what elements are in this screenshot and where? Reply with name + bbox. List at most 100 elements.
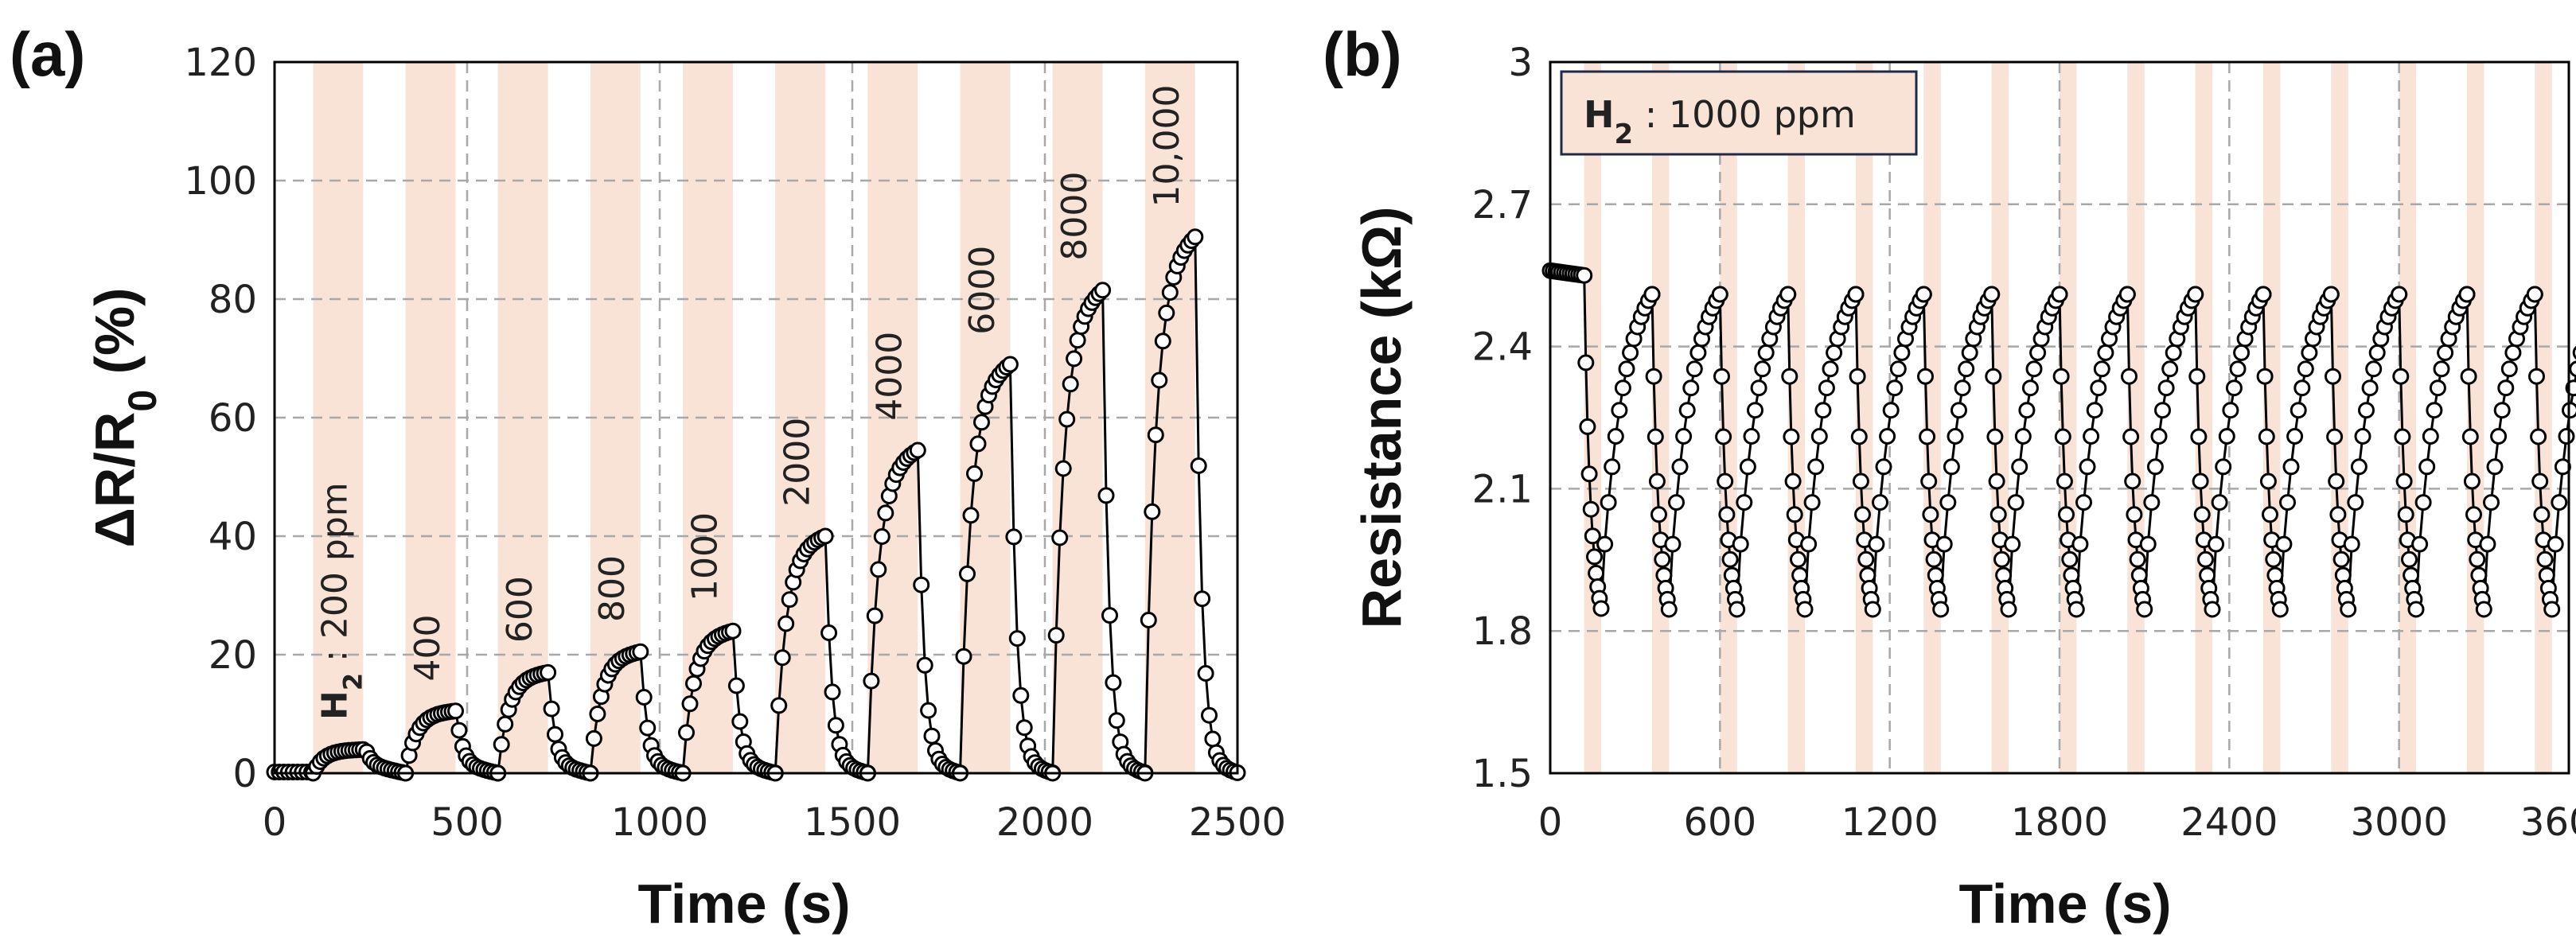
data-point bbox=[2061, 550, 2079, 568]
x-tick-label: 2400 bbox=[2180, 800, 2278, 845]
y-tick-label: 1.5 bbox=[1472, 752, 1533, 796]
data-point bbox=[1790, 550, 1806, 568]
data-point bbox=[2530, 428, 2547, 445]
data-point bbox=[2533, 506, 2551, 523]
data-point bbox=[1954, 379, 1971, 397]
panel-b-x-axis-title: Time (s) bbox=[1958, 873, 2171, 935]
data-point bbox=[969, 435, 987, 453]
data-point bbox=[1814, 402, 1832, 419]
data-point bbox=[2011, 458, 2028, 476]
data-point bbox=[1058, 410, 1076, 428]
data-point bbox=[1796, 601, 1814, 618]
data-point bbox=[2328, 473, 2345, 490]
data-point bbox=[2350, 458, 2368, 476]
data-point bbox=[1868, 535, 1885, 553]
data-point bbox=[2465, 506, 2482, 523]
y-tick-label: 1.8 bbox=[1472, 609, 1533, 654]
data-point bbox=[2007, 494, 2025, 511]
y-tick-label: 2.1 bbox=[1472, 467, 1533, 511]
data-point bbox=[2021, 379, 2039, 397]
data-point bbox=[1015, 719, 1033, 737]
data-point bbox=[639, 719, 657, 737]
data-point bbox=[1781, 368, 1799, 385]
data-point bbox=[2192, 473, 2209, 490]
data-point bbox=[1807, 458, 1825, 476]
data-point bbox=[2397, 506, 2414, 523]
data-point bbox=[724, 622, 742, 640]
data-point bbox=[2354, 428, 2371, 445]
x-tick-label: 1800 bbox=[2011, 800, 2108, 845]
data-point bbox=[923, 727, 941, 745]
y-tick-label: 40 bbox=[208, 515, 257, 559]
y-tick-label: 100 bbox=[184, 159, 257, 204]
data-point bbox=[1810, 428, 1828, 445]
data-point bbox=[1678, 402, 1696, 419]
data-point bbox=[1187, 228, 1204, 246]
data-point bbox=[2497, 379, 2515, 397]
data-point bbox=[2188, 368, 2206, 385]
data-point bbox=[962, 507, 980, 524]
data-point bbox=[2326, 428, 2344, 445]
data-point bbox=[1140, 612, 1157, 628]
data-point bbox=[2394, 428, 2411, 445]
data-point bbox=[1647, 428, 1664, 445]
data-point bbox=[873, 528, 890, 545]
y-tick-label: 0 bbox=[232, 752, 257, 796]
data-point bbox=[1607, 428, 1624, 445]
data-point bbox=[2437, 344, 2454, 361]
data-point bbox=[2157, 379, 2175, 397]
data-point bbox=[916, 656, 933, 674]
concentration-label: 10,000 bbox=[1147, 85, 1187, 208]
panel-a-y-axis-title: ΔR/R0 (%) bbox=[84, 288, 165, 548]
data-point bbox=[2528, 368, 2545, 385]
data-point bbox=[2460, 368, 2477, 385]
data-point bbox=[959, 565, 976, 582]
data-point bbox=[2286, 428, 2304, 445]
data-point bbox=[2265, 550, 2282, 568]
data-point bbox=[1686, 360, 1703, 378]
data-point bbox=[2469, 550, 2486, 568]
data-point bbox=[2067, 601, 2085, 618]
data-point bbox=[2150, 428, 2168, 445]
data-point bbox=[2343, 535, 2360, 553]
data-point bbox=[1919, 428, 1936, 445]
data-point bbox=[1818, 379, 1835, 397]
concentration-label: 4000 bbox=[870, 332, 910, 421]
data-point bbox=[966, 465, 983, 482]
data-point bbox=[1736, 494, 1753, 511]
data-point bbox=[1001, 356, 1019, 373]
data-point bbox=[2097, 344, 2114, 361]
data-point bbox=[2551, 494, 2568, 511]
data-point bbox=[1850, 428, 1868, 445]
data-point bbox=[1989, 506, 2007, 523]
panel-b-legend-box: H2 : 1000 ppm bbox=[1560, 70, 1918, 156]
data-point bbox=[1008, 630, 1026, 648]
data-point bbox=[1935, 535, 1953, 553]
data-point bbox=[866, 607, 883, 624]
data-point bbox=[2193, 506, 2211, 523]
data-point bbox=[2569, 360, 2576, 378]
data-point bbox=[2325, 368, 2341, 385]
panel-a-plot-frame bbox=[273, 60, 1239, 775]
data-point bbox=[1611, 402, 1628, 419]
data-point bbox=[1194, 590, 1211, 608]
data-point bbox=[1739, 458, 1756, 476]
data-point bbox=[1622, 344, 1639, 361]
data-point bbox=[820, 624, 838, 641]
data-point bbox=[2229, 360, 2247, 378]
data-point bbox=[2418, 458, 2436, 476]
data-point bbox=[1986, 428, 2004, 445]
data-point bbox=[1586, 548, 1603, 566]
data-point bbox=[1054, 460, 1072, 477]
data-point bbox=[2025, 360, 2043, 378]
data-point bbox=[1958, 360, 1975, 378]
data-point bbox=[2233, 344, 2251, 361]
data-point bbox=[973, 414, 990, 431]
data-point bbox=[543, 700, 560, 718]
panel-b-legend-text: H2 : 1000 ppm bbox=[1584, 93, 1856, 150]
data-point bbox=[1922, 506, 1939, 523]
data-point bbox=[1800, 535, 1818, 553]
data-point bbox=[2426, 402, 2443, 419]
data-point bbox=[2340, 601, 2357, 618]
